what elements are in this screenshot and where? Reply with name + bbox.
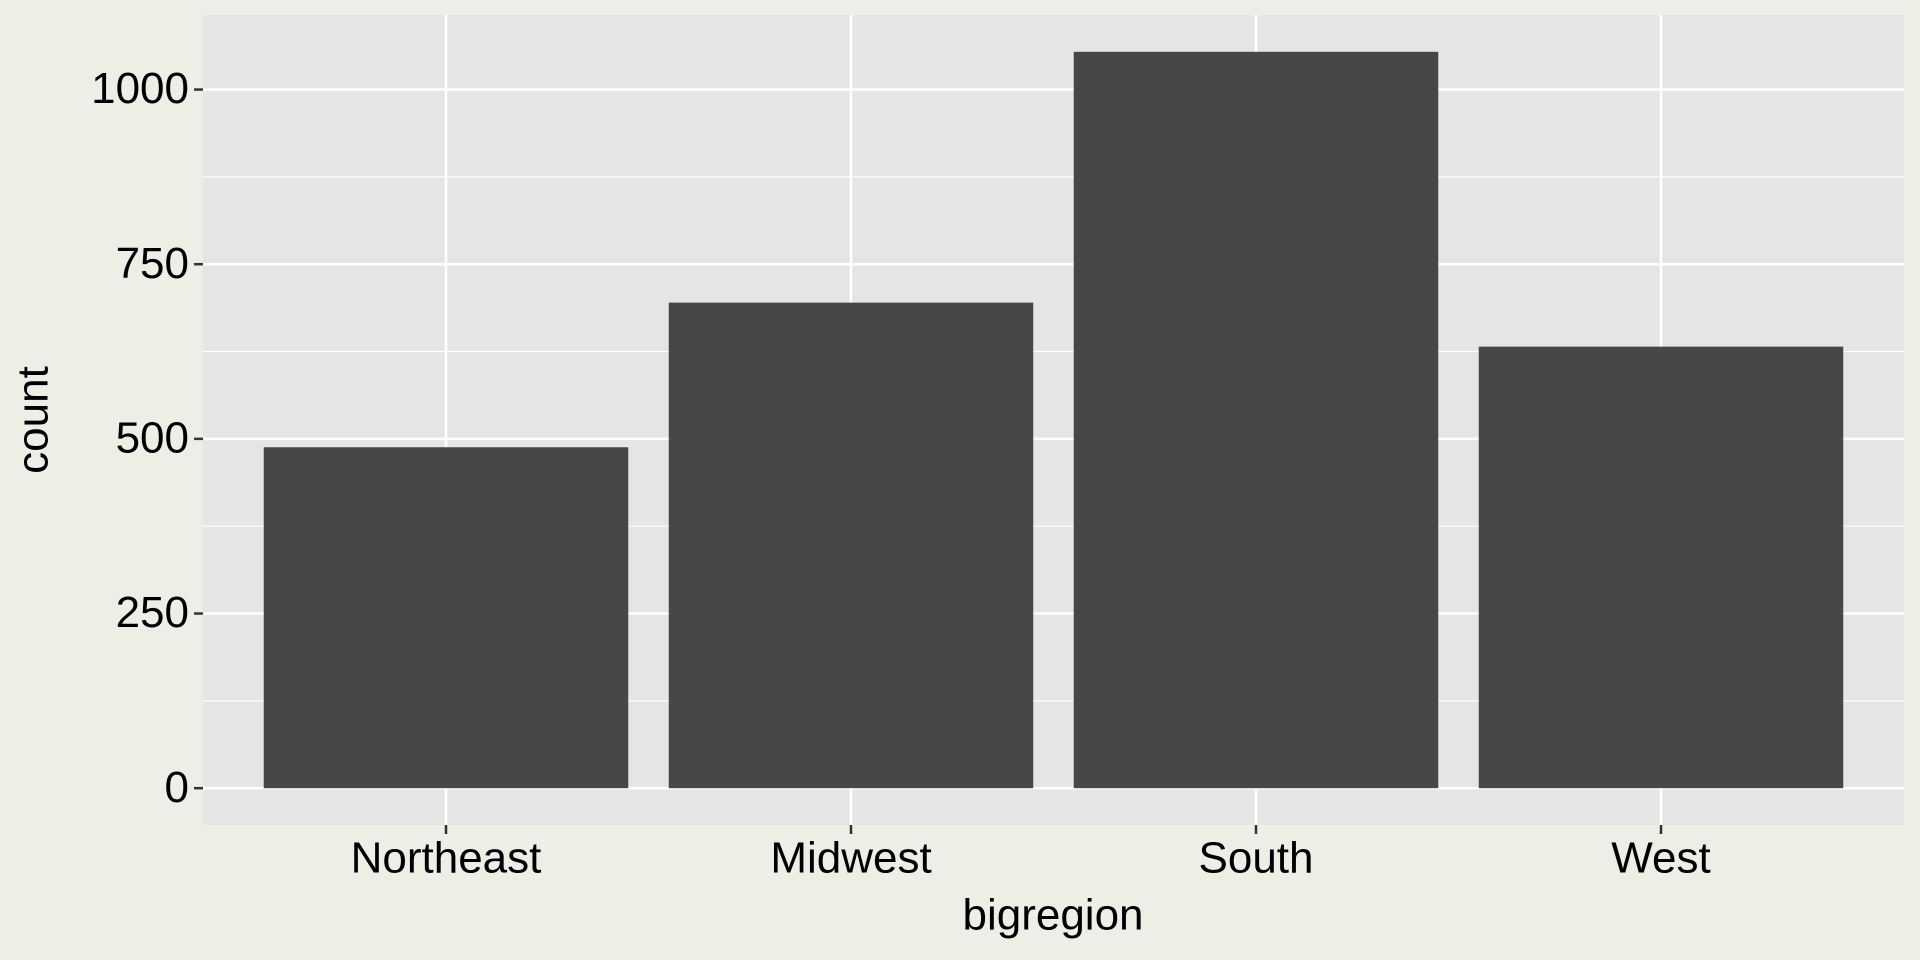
bar <box>668 302 1034 789</box>
x-tick-label: Midwest <box>770 834 931 883</box>
y-tick-label: 500 <box>116 413 189 462</box>
x-tick-label: South <box>1199 834 1314 883</box>
x-axis-title: bigregion <box>962 891 1143 940</box>
y-tick-label: 1000 <box>91 64 189 113</box>
y-tick-label: 250 <box>116 588 189 637</box>
bar <box>1478 346 1844 789</box>
y-tick-label: 0 <box>165 763 189 812</box>
y-tick-label: 750 <box>116 239 189 288</box>
x-tick-label: West <box>1611 834 1710 883</box>
y-axis-title: count <box>9 366 58 474</box>
bar <box>1073 51 1439 789</box>
x-tick-label: Northeast <box>351 834 542 883</box>
bar <box>263 447 629 789</box>
